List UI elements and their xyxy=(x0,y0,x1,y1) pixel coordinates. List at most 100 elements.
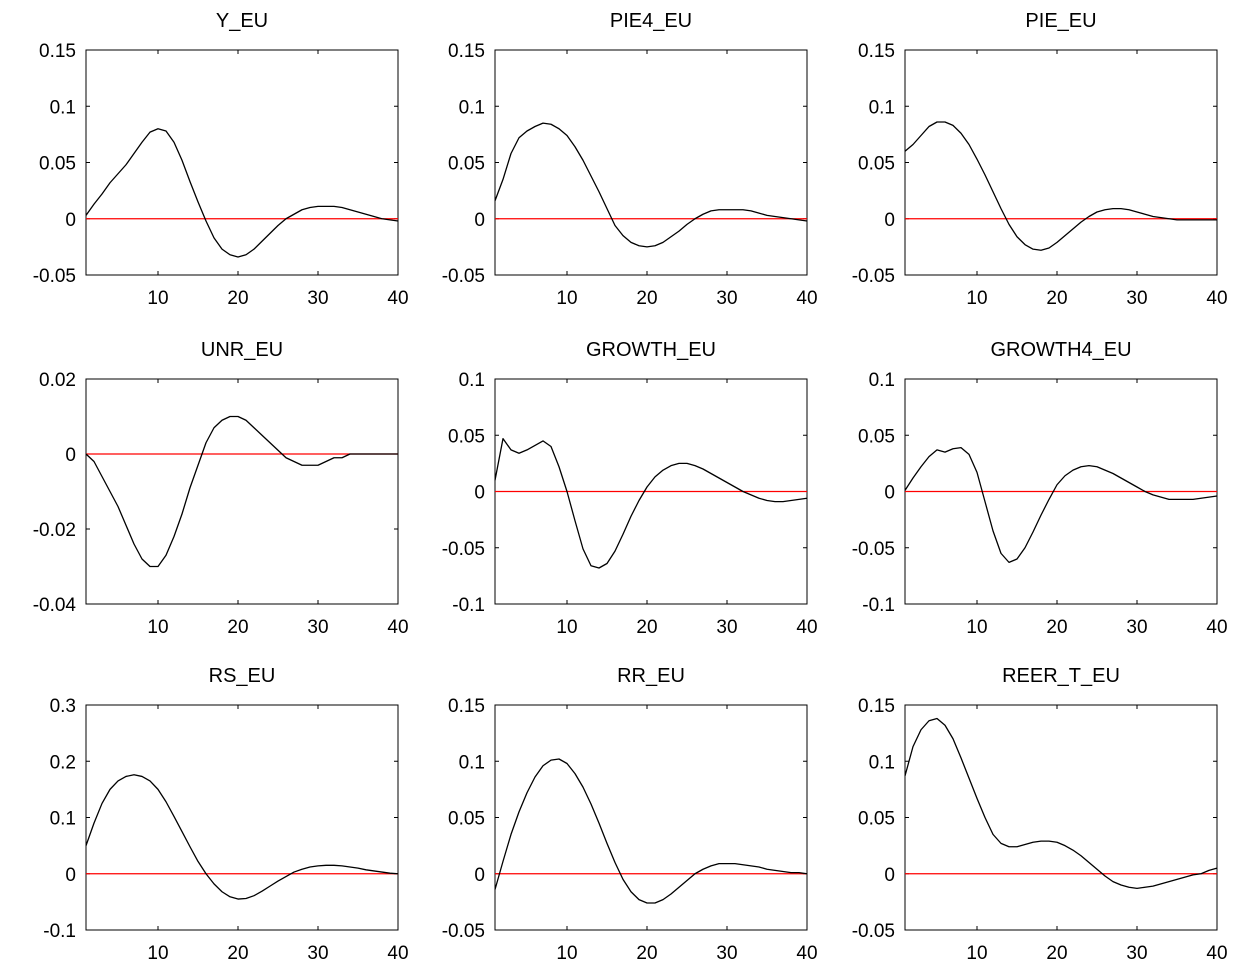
subplot-title: PIE_EU xyxy=(1025,10,1096,32)
x-tick-label: 20 xyxy=(1046,288,1067,309)
y-tick-label: 0 xyxy=(474,210,485,231)
y-tick-label: 0 xyxy=(884,210,895,231)
response-line xyxy=(904,446,1218,564)
subplot-title: UNR_EU xyxy=(201,339,283,361)
y-tick-label: 0.05 xyxy=(448,426,485,447)
x-tick-label: 40 xyxy=(796,617,817,638)
subplot-growth-eu: GROWTH_EU 10 20 30 40 -0.1 -0.05 0 0.05 0.1 xyxy=(442,339,818,638)
x-tick-label: 20 xyxy=(227,288,248,309)
y-tick-label: 0.05 xyxy=(448,809,485,830)
y-tick-label: 0.05 xyxy=(448,154,485,175)
y-tick-label: 0.1 xyxy=(50,97,76,118)
y-tick-label: 0.1 xyxy=(869,370,895,391)
subplot-rr-eu: RR_EU 10 20 30 40 -0.05 0 0.05 0.1 0.15 xyxy=(442,665,818,964)
x-tick-label: 40 xyxy=(387,288,408,309)
y-tick-label: 0.1 xyxy=(50,809,76,830)
y-tick-label: 0.1 xyxy=(459,370,485,391)
x-tick-label: 40 xyxy=(796,943,817,964)
plot-frame xyxy=(85,378,399,605)
x-tick-label: 20 xyxy=(1046,617,1067,638)
x-tick-label: 10 xyxy=(556,288,577,309)
y-tick-label: 0.15 xyxy=(448,41,485,62)
y-tick-label: 0 xyxy=(65,445,76,466)
y-tick-label: 0.1 xyxy=(459,97,485,118)
y-tick-label: 0.05 xyxy=(858,154,895,175)
y-tick-label: 0 xyxy=(474,483,485,504)
subplot-pie-eu: PIE_EU 10 20 30 40 -0.05 0 0.05 0.1 0.15 xyxy=(852,10,1228,309)
x-tick-label: 40 xyxy=(387,943,408,964)
x-tick-label: 40 xyxy=(1206,288,1227,309)
subplot-title: Y_EU xyxy=(216,10,268,32)
x-tick-label: 10 xyxy=(966,288,987,309)
x-tick-label: 20 xyxy=(227,617,248,638)
x-tick-label: 30 xyxy=(716,288,737,309)
x-tick-label: 40 xyxy=(1206,617,1227,638)
response-line xyxy=(904,717,1218,890)
response-line xyxy=(85,415,398,568)
y-tick-label: 0.2 xyxy=(50,752,76,773)
y-tick-label: 0.1 xyxy=(869,752,895,773)
response-line xyxy=(85,128,399,258)
x-tick-label: 30 xyxy=(1126,288,1147,309)
subplot-growth4-eu: GROWTH4_EU 10 20 30 40 -0.1 -0.05 0 0.05 0.1 xyxy=(852,339,1228,638)
plot-frame xyxy=(904,49,1218,276)
y-tick-label: 0.1 xyxy=(869,97,895,118)
response-line xyxy=(904,121,1217,251)
y-tick-label: -0.05 xyxy=(852,539,895,560)
x-tick-label: 10 xyxy=(556,943,577,964)
y-tick-label: 0 xyxy=(884,865,895,886)
x-tick-label: 30 xyxy=(1126,943,1147,964)
y-tick-label: -0.05 xyxy=(442,539,485,560)
response-line xyxy=(494,758,808,904)
plot-frame xyxy=(494,704,808,931)
y-tick-label: 0.3 xyxy=(50,696,76,717)
response-line xyxy=(494,437,808,569)
x-tick-label: 30 xyxy=(716,617,737,638)
y-tick-label: 0.02 xyxy=(39,370,76,391)
x-tick-label: 30 xyxy=(716,943,737,964)
y-tick-label: -0.1 xyxy=(862,595,895,616)
subplot-title: RR_EU xyxy=(617,665,685,687)
y-tick-label: -0.02 xyxy=(33,520,76,541)
subplot-rs-eu: RS_EU 10 20 30 40 -0.1 0 0.1 0.2 0.3 xyxy=(43,665,408,964)
response-line xyxy=(494,122,808,248)
y-tick-label: -0.04 xyxy=(33,595,77,616)
subplot-title: GROWTH_EU xyxy=(586,339,716,361)
x-tick-label: 10 xyxy=(556,617,577,638)
plot-frame xyxy=(85,704,399,931)
x-tick-label: 20 xyxy=(636,617,657,638)
y-tick-label: 0.15 xyxy=(858,696,895,717)
y-tick-label: 0 xyxy=(884,483,895,504)
y-tick-label: -0.05 xyxy=(852,921,895,942)
y-tick-label: -0.05 xyxy=(852,266,895,287)
x-tick-label: 30 xyxy=(1126,617,1147,638)
x-tick-label: 30 xyxy=(307,288,328,309)
x-tick-label: 10 xyxy=(966,943,987,964)
y-tick-label: 0 xyxy=(474,865,485,886)
subplot-reer-t-eu: REER_T_EU 10 20 30 40 -0.05 0 0.05 0.1 0.15 xyxy=(852,665,1228,964)
y-tick-label: 0.15 xyxy=(39,41,76,62)
x-tick-label: 40 xyxy=(1206,943,1227,964)
x-tick-label: 20 xyxy=(227,943,248,964)
x-tick-label: 10 xyxy=(147,943,168,964)
y-tick-label: 0.05 xyxy=(858,809,895,830)
x-tick-label: 20 xyxy=(636,943,657,964)
y-tick-label: 0.15 xyxy=(448,696,485,717)
x-tick-label: 10 xyxy=(966,617,987,638)
x-tick-label: 10 xyxy=(147,617,168,638)
y-tick-label: -0.05 xyxy=(442,266,485,287)
subplot-title: GROWTH4_EU xyxy=(990,339,1131,361)
y-tick-label: 0 xyxy=(65,210,76,231)
subplot-title: RS_EU xyxy=(209,665,276,687)
subplot-title: REER_T_EU xyxy=(1002,665,1120,687)
x-tick-label: 40 xyxy=(387,617,408,638)
y-tick-label: 0.05 xyxy=(858,426,895,447)
x-tick-label: 10 xyxy=(147,288,168,309)
response-line xyxy=(85,774,399,900)
y-tick-label: 0 xyxy=(65,865,76,886)
plot-frame xyxy=(494,49,808,276)
plot-frame xyxy=(904,704,1218,931)
y-tick-label: 0.15 xyxy=(858,41,895,62)
subplot-unr-eu: UNR_EU 10 20 30 40 -0.04 -0.02 0 0.02 xyxy=(33,339,409,638)
